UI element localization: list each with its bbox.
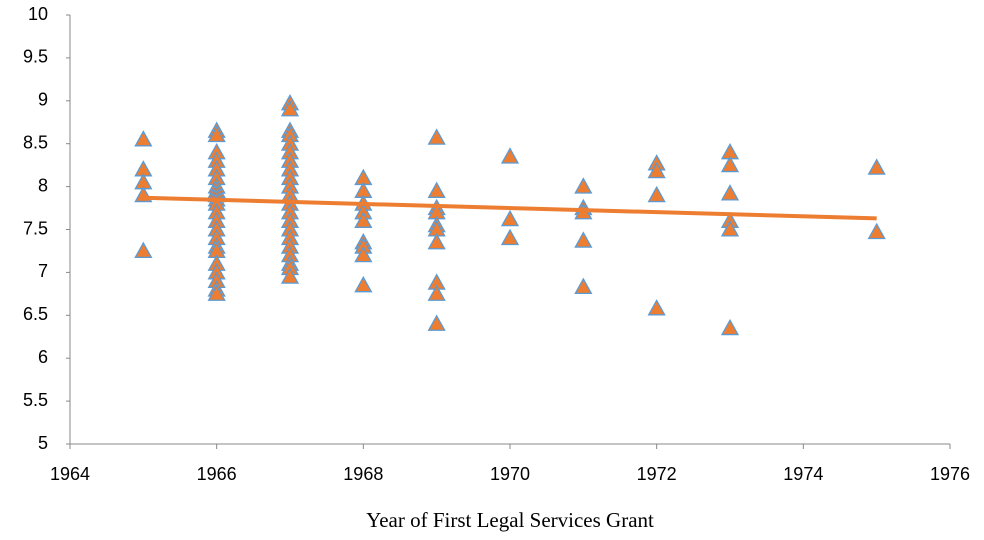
y-tick-label: 8: [38, 175, 48, 195]
point: [720, 155, 740, 173]
point: [647, 161, 666, 179]
point: [500, 209, 520, 227]
point: [720, 184, 740, 201]
y-tick-label: 6.5: [23, 304, 48, 324]
point: [354, 275, 373, 293]
point: [500, 228, 520, 246]
point: [574, 231, 593, 248]
point: [647, 299, 666, 316]
y-tick-label: 10: [28, 4, 48, 24]
y-tick-label: 9: [38, 90, 48, 110]
trendline: [143, 195, 877, 221]
y-tick-label: 7.5: [23, 218, 48, 238]
point: [207, 284, 226, 301]
x-tick-label: 1972: [637, 464, 677, 484]
point: [207, 125, 226, 143]
point: [867, 222, 886, 240]
point: [280, 100, 300, 117]
point: [574, 177, 593, 194]
point: [427, 181, 446, 198]
point: [354, 245, 373, 263]
x-tick-label: 1974: [783, 464, 823, 484]
point: [427, 128, 446, 145]
point: [354, 211, 373, 228]
point: [134, 130, 153, 147]
point: [574, 277, 593, 295]
point: [427, 284, 446, 301]
point: [500, 147, 520, 164]
x-tick-label: 1968: [343, 464, 383, 484]
x-tick-label: 1964: [50, 464, 90, 484]
y-tick-label: 7: [38, 261, 48, 281]
x-tick-label: 1970: [490, 464, 530, 484]
y-tick-label: 6: [38, 347, 48, 367]
point: [647, 185, 666, 203]
point: [427, 233, 446, 250]
point: [280, 267, 300, 284]
point: [427, 314, 446, 331]
point: [134, 241, 153, 258]
y-tick-label: 5: [38, 433, 48, 453]
point: [720, 220, 740, 237]
point: [867, 158, 886, 175]
y-tick-label: 5.5: [23, 390, 48, 410]
y-tick-label: 9.5: [23, 47, 48, 67]
x-axis-label: Year of First Legal Services Grant: [366, 508, 654, 532]
y-tick-label: 8.5: [23, 132, 48, 152]
x-tick-label: 1966: [197, 464, 237, 484]
point: [720, 318, 740, 336]
x-tick-label: 1976: [930, 464, 970, 484]
